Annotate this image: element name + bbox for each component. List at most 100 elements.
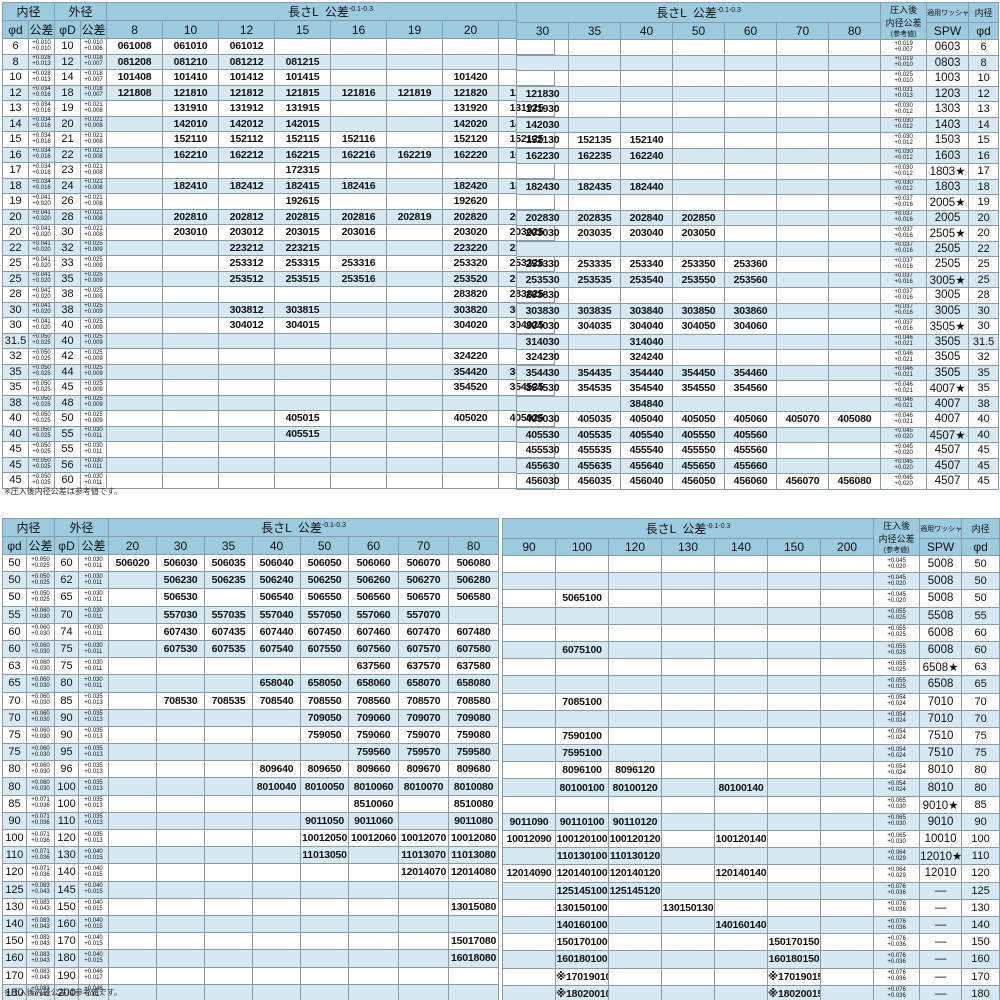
part-number: [330, 239, 388, 256]
tolerance-stack: +0.046 +0.017: [84, 986, 103, 998]
washer-spw: 3005★: [926, 271, 970, 288]
part-number: 384840: [620, 395, 673, 412]
inner-diameter: 75: [961, 744, 1000, 763]
part-number: [714, 881, 768, 900]
tol-upper: +0.025: [84, 380, 103, 387]
tol-upper: +0.083: [31, 969, 50, 976]
tol-lower: +0.008: [84, 169, 103, 176]
table-row: 7590100 +0.054 +0.024 7510 75: [502, 726, 1000, 746]
header-length-col: 40: [620, 22, 673, 40]
part-number: [106, 224, 164, 241]
part-number: [108, 794, 158, 813]
washer-spw: —: [919, 881, 963, 900]
tolerance-stack: +0.040 +0.015: [84, 918, 103, 930]
tol-upper: +0.021: [84, 117, 103, 124]
part-number: [776, 364, 829, 381]
outer-diameter: 110: [54, 811, 80, 831]
inner-diameter: 55: [961, 606, 1000, 625]
part-number: 223220: [442, 239, 500, 256]
part-number: [204, 949, 254, 968]
tolerance-stack: +0.035 +0.013: [84, 694, 103, 706]
tol-upper: +0.040: [84, 865, 103, 872]
tol-upper: +0.060: [31, 608, 50, 615]
outer-diameter: 12: [54, 53, 82, 70]
part-number: [398, 966, 450, 985]
part-number: [300, 863, 350, 882]
part-number: [767, 744, 821, 763]
tol-lower: +0.043: [31, 889, 50, 896]
tolerance-stack: +0.083 +0.043: [31, 900, 50, 912]
tolerance-stack: +0.076 +0.036: [887, 953, 906, 965]
part-number: 506570: [398, 588, 450, 607]
inner-tolerance: +0.050 +0.025: [27, 456, 56, 473]
outer-diameter: 32: [54, 239, 82, 256]
outer-diameter: 48: [54, 394, 82, 411]
table-row: 140160100 140160140 +0.076 +0.036—140: [502, 915, 1000, 935]
tol-upper: +0.071: [31, 814, 50, 821]
tol-upper: +0.034: [32, 179, 51, 186]
tol-upper: +0.035: [84, 814, 103, 821]
part-number: [661, 572, 715, 591]
outer-diameter: 96: [54, 760, 80, 779]
inner-diameter: 45: [968, 473, 1000, 490]
washer-spw: —: [919, 915, 963, 935]
press-fit-tolerance: +0.037 +0.016: [880, 209, 928, 226]
inner-diameter: 50: [961, 554, 1000, 574]
part-number: [819, 812, 875, 832]
part-number: [204, 674, 254, 693]
table-row: 65 +0.060 +0.030 80 +0.030 +0.011 658040 658050…: [2, 674, 500, 693]
part-number: 11013050: [300, 846, 350, 865]
part-number: 202815: [274, 208, 332, 225]
table-row: 150 +0.083 +0.043 170 +0.040 +0.015 15017080: [2, 932, 500, 951]
tolerance-stack: +0.060 +0.030: [31, 763, 50, 775]
part-number: 8010060: [348, 777, 400, 796]
part-number: 304060: [724, 318, 777, 335]
header-length: 長さL 公差-0.1-0.3: [106, 2, 556, 21]
tol-lower: +0.013: [84, 786, 103, 793]
table-row: 9011090 90110100 90110120 +0.065 +0.030 9010 9…: [502, 812, 1000, 832]
part-number: [108, 725, 158, 745]
part-number: [162, 332, 220, 349]
press-fit-tolerance: +0.019 +0.007: [880, 39, 928, 56]
tol-lower: +0.020: [32, 231, 51, 238]
tol-upper: +0.030: [894, 118, 913, 125]
tol-lower: +0.016: [894, 217, 913, 224]
part-number: [516, 39, 569, 56]
part-number: [608, 984, 662, 1000]
inner-tolerance: +0.041 +0.020: [27, 208, 56, 225]
part-number: [274, 332, 332, 349]
part-number: 405530: [516, 426, 569, 443]
part-number: [672, 39, 725, 56]
top-right-table: 長さL公差-0.1-0.3圧入後内径公差(参考値)適用ワッシャー内径303540…: [515, 1, 1000, 490]
tol-lower: +0.030: [31, 665, 50, 672]
part-number: [827, 147, 882, 164]
part-number: 223212: [218, 239, 276, 256]
part-number: [300, 983, 350, 1000]
part-number: 759070: [398, 725, 450, 745]
inner-tolerance: +0.050 +0.025: [27, 348, 56, 365]
tol-lower: +0.021: [894, 387, 913, 394]
inner-diameter: 10: [2, 69, 29, 86]
header-length-col: 50: [672, 22, 725, 40]
part-number: 506580: [448, 588, 500, 607]
part-number: [106, 286, 164, 303]
header-phiD: φD: [54, 20, 82, 39]
tol-lower: +0.020: [887, 580, 906, 587]
table-row: 6075100 +0.055 +0.025 6008 60: [502, 640, 1000, 660]
washer-spw: 1803: [926, 178, 970, 195]
part-number: [672, 101, 725, 118]
tol-upper: +0.065: [887, 832, 906, 839]
part-number: [661, 795, 715, 814]
tol-upper: +0.045: [887, 557, 906, 564]
part-number: [767, 778, 821, 797]
tol-lower: +0.025: [31, 562, 50, 569]
part-number: [442, 472, 500, 489]
part-number: 8010080: [448, 777, 500, 796]
header-spw: SPW: [919, 538, 963, 556]
tolerance-stack: +0.030 +0.011: [84, 677, 103, 689]
tolerance-stack: +0.055 +0.025: [887, 609, 906, 621]
part-number: [502, 554, 556, 574]
outer-diameter: 65: [54, 588, 80, 607]
header-length-col: 60: [348, 536, 400, 555]
inner-diameter: 60: [961, 623, 1000, 642]
